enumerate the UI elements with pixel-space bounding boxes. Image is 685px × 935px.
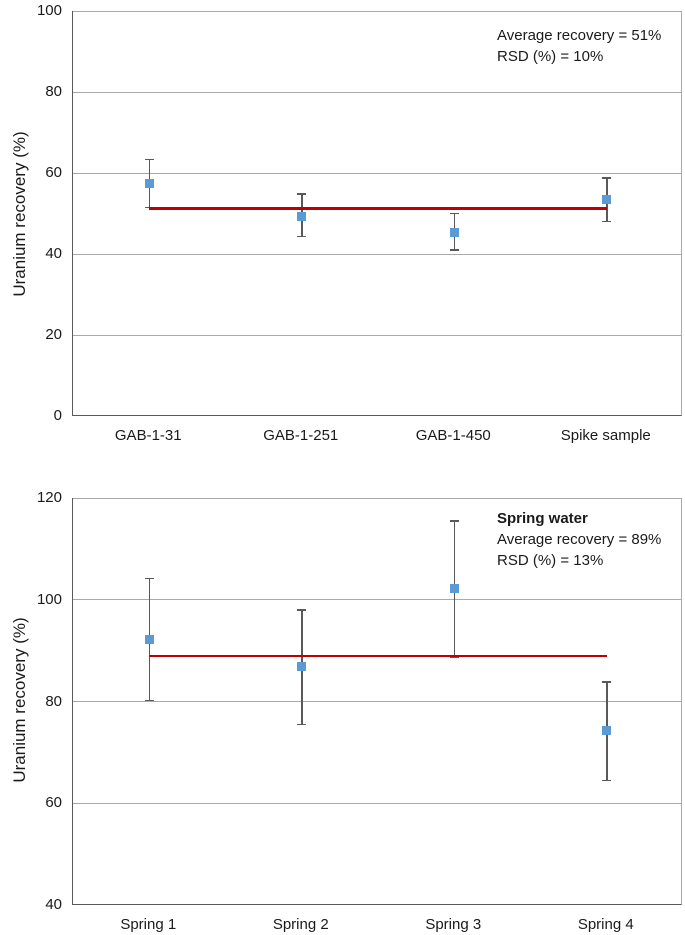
error-bar-cap xyxy=(602,779,612,782)
annotation-stats: Spring water Average recovery = 89% RSD … xyxy=(497,508,661,571)
plot-area xyxy=(72,497,682,905)
annotation-line: Average recovery = 51% xyxy=(497,27,662,44)
chart-spring-water: Uranium recovery (%) Spring water Averag… xyxy=(0,470,685,935)
x-category-label: Spring 4 xyxy=(577,916,634,933)
gridline xyxy=(73,10,681,12)
annotation-line: RSD (%) = 10% xyxy=(497,48,604,65)
error-bar-cap xyxy=(449,249,459,251)
error-bar-cap xyxy=(449,212,459,215)
y-tick-label: 60 xyxy=(45,794,62,812)
error-bar-cap xyxy=(297,609,307,611)
error-bar-cap xyxy=(297,193,307,195)
data-point-marker xyxy=(449,228,459,238)
y-tick-label: 120 xyxy=(36,489,62,506)
gridline xyxy=(73,497,681,499)
error-bar-cap xyxy=(297,235,307,238)
y-tick-label: 40 xyxy=(45,245,62,262)
annotation-line: RSD (%) = 13% xyxy=(497,552,604,569)
x-category-label: GAB-1-31 xyxy=(114,427,182,444)
gridline xyxy=(73,172,681,174)
y-tick-label: 40 xyxy=(45,896,62,913)
data-point-marker xyxy=(144,179,154,189)
error-bar-cap xyxy=(602,220,612,223)
annotation-stats: Average recovery = 51% RSD (%) = 10% xyxy=(497,25,661,67)
data-point-marker xyxy=(602,725,612,735)
x-category-label: GAB-1-251 xyxy=(263,427,339,444)
error-bar-cap xyxy=(144,158,154,161)
error-bar-cap xyxy=(297,723,307,726)
data-point-marker xyxy=(297,662,307,672)
y-tick-label: 20 xyxy=(45,326,62,343)
annotation-title: Spring water xyxy=(497,510,588,527)
error-bar-cap xyxy=(602,177,612,179)
y-tick-label: 80 xyxy=(45,692,62,710)
y-tick-label: 100 xyxy=(36,2,62,19)
y-tick-label: 80 xyxy=(45,83,62,100)
chart-gab-samples: Uranium recovery (%) Average recovery = … xyxy=(0,0,685,460)
data-point-marker xyxy=(602,194,612,204)
y-tick-label: 60 xyxy=(45,164,62,181)
gridline xyxy=(73,91,681,93)
error-bar-cap xyxy=(602,681,612,683)
x-category-label: Spring 3 xyxy=(425,916,482,933)
gridline xyxy=(73,599,681,601)
gridline xyxy=(73,802,681,804)
mean-line xyxy=(149,206,607,210)
gridline xyxy=(73,334,681,336)
y-axis-title: Uranium recovery (%) xyxy=(10,131,29,297)
x-category-label: GAB-1-450 xyxy=(415,427,491,444)
x-category-label: Spike sample xyxy=(560,427,651,444)
data-point-marker xyxy=(144,634,154,644)
data-point-marker xyxy=(449,584,459,594)
mean-line xyxy=(149,655,607,658)
plot-area xyxy=(72,10,682,416)
error-bar-cap xyxy=(449,656,459,658)
x-category-label: Spring 1 xyxy=(120,916,177,933)
x-category-label: Spring 2 xyxy=(272,916,329,933)
error-bar-cap xyxy=(144,699,154,702)
gridline xyxy=(73,701,681,702)
y-tick-label: 0 xyxy=(53,407,62,424)
error-bar-cap xyxy=(144,577,154,580)
annotation-line: Average recovery = 89% xyxy=(497,531,662,548)
data-point-marker xyxy=(297,211,307,221)
error-bar-cap xyxy=(449,520,459,522)
y-tick-label: 100 xyxy=(36,590,62,608)
gridline xyxy=(73,253,681,255)
